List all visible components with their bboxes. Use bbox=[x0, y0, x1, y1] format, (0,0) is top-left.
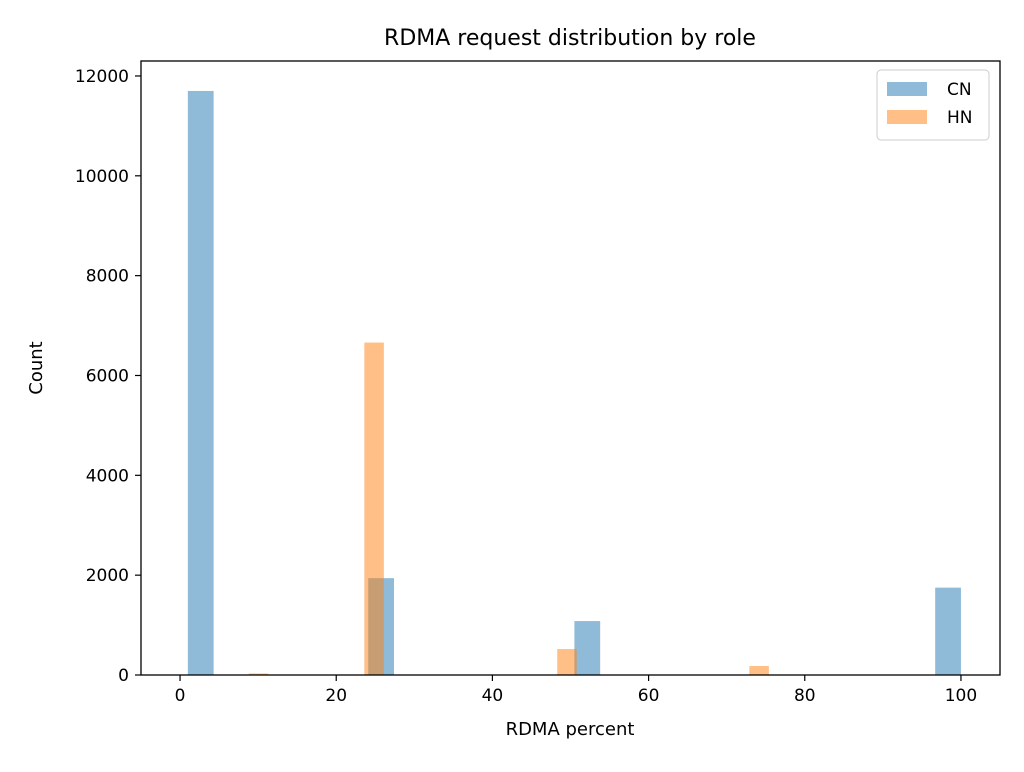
legend-label-cn: CN bbox=[947, 80, 972, 100]
legend-label-hn: HN bbox=[947, 108, 973, 128]
x-tick-label: 80 bbox=[794, 686, 816, 706]
bar-hn-1 bbox=[364, 342, 384, 675]
legend-box bbox=[876, 69, 990, 141]
x-axis-label: RDMA percent bbox=[506, 719, 635, 740]
bar-hn-2 bbox=[557, 649, 577, 675]
y-tick-label: 6000 bbox=[86, 366, 129, 386]
y-tick-label: 0 bbox=[118, 666, 129, 686]
y-tick-label: 2000 bbox=[86, 566, 129, 586]
x-tick-label: 0 bbox=[175, 686, 186, 706]
x-tick-label: 20 bbox=[325, 686, 347, 706]
legend: CN HN bbox=[876, 69, 990, 141]
y-axis-label: Count bbox=[26, 341, 47, 394]
y-tick-label: 4000 bbox=[86, 466, 129, 486]
legend-swatch-hn bbox=[887, 110, 927, 124]
bar-cn-3 bbox=[935, 587, 961, 675]
bar-cn-2 bbox=[574, 621, 601, 675]
y-tick-label: 10000 bbox=[75, 167, 129, 187]
bar-hn-3 bbox=[749, 666, 769, 675]
legend-swatch-cn bbox=[887, 82, 927, 96]
bars-layer bbox=[187, 90, 961, 675]
x-axis: 0 20 40 60 80 100 bbox=[175, 675, 977, 706]
bar-hn-0 bbox=[248, 673, 269, 675]
chart-title: RDMA request distribution by role bbox=[384, 26, 756, 51]
y-tick-label: 8000 bbox=[86, 267, 129, 287]
x-tick-label: 60 bbox=[638, 686, 660, 706]
x-tick-label: 40 bbox=[482, 686, 504, 706]
x-tick-label: 100 bbox=[945, 686, 977, 706]
axes-frame bbox=[140, 60, 1001, 676]
y-axis: 0 2000 4000 6000 8000 10000 12000 bbox=[75, 67, 141, 686]
bar-cn-0 bbox=[187, 90, 214, 675]
y-tick-label: 12000 bbox=[75, 67, 129, 87]
